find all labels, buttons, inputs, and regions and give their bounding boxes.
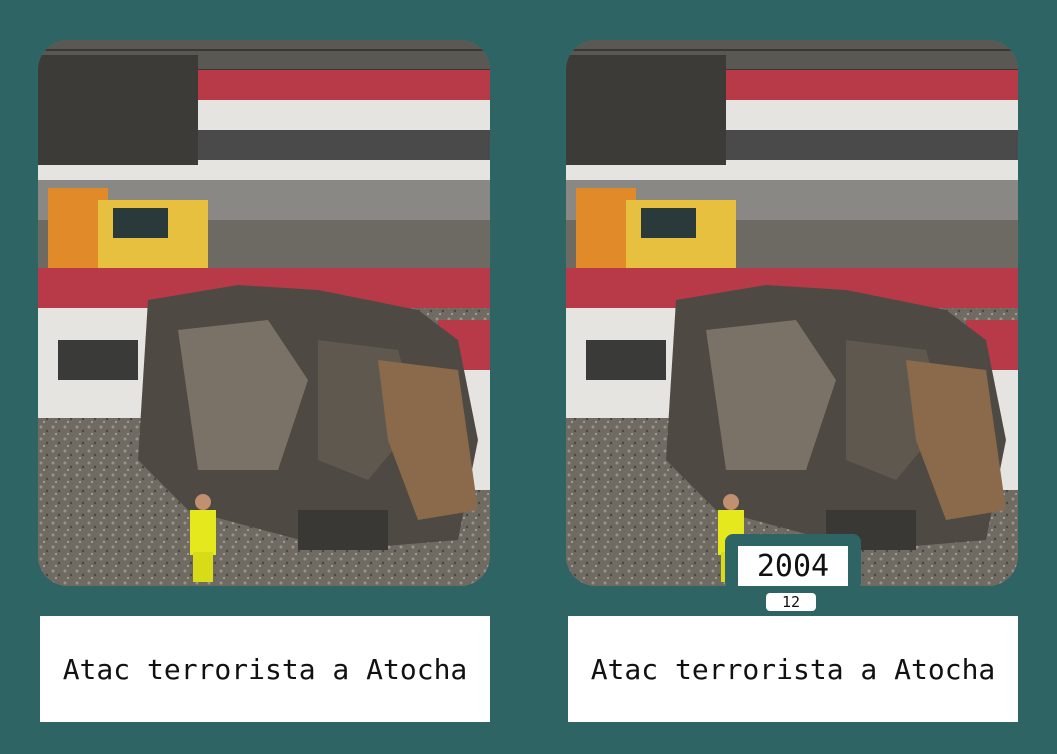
train-bombing-photo	[38, 40, 490, 586]
card-number-badge: 12	[766, 593, 816, 611]
caption-right: Atac terrorista a Atocha	[568, 616, 1018, 722]
year-label: 2004	[738, 546, 848, 586]
photo-card-left[interactable]	[38, 40, 490, 586]
photo-card-right[interactable]	[566, 40, 1018, 586]
caption-left: Atac terrorista a Atocha	[40, 616, 490, 722]
train-bombing-photo	[566, 40, 1018, 586]
